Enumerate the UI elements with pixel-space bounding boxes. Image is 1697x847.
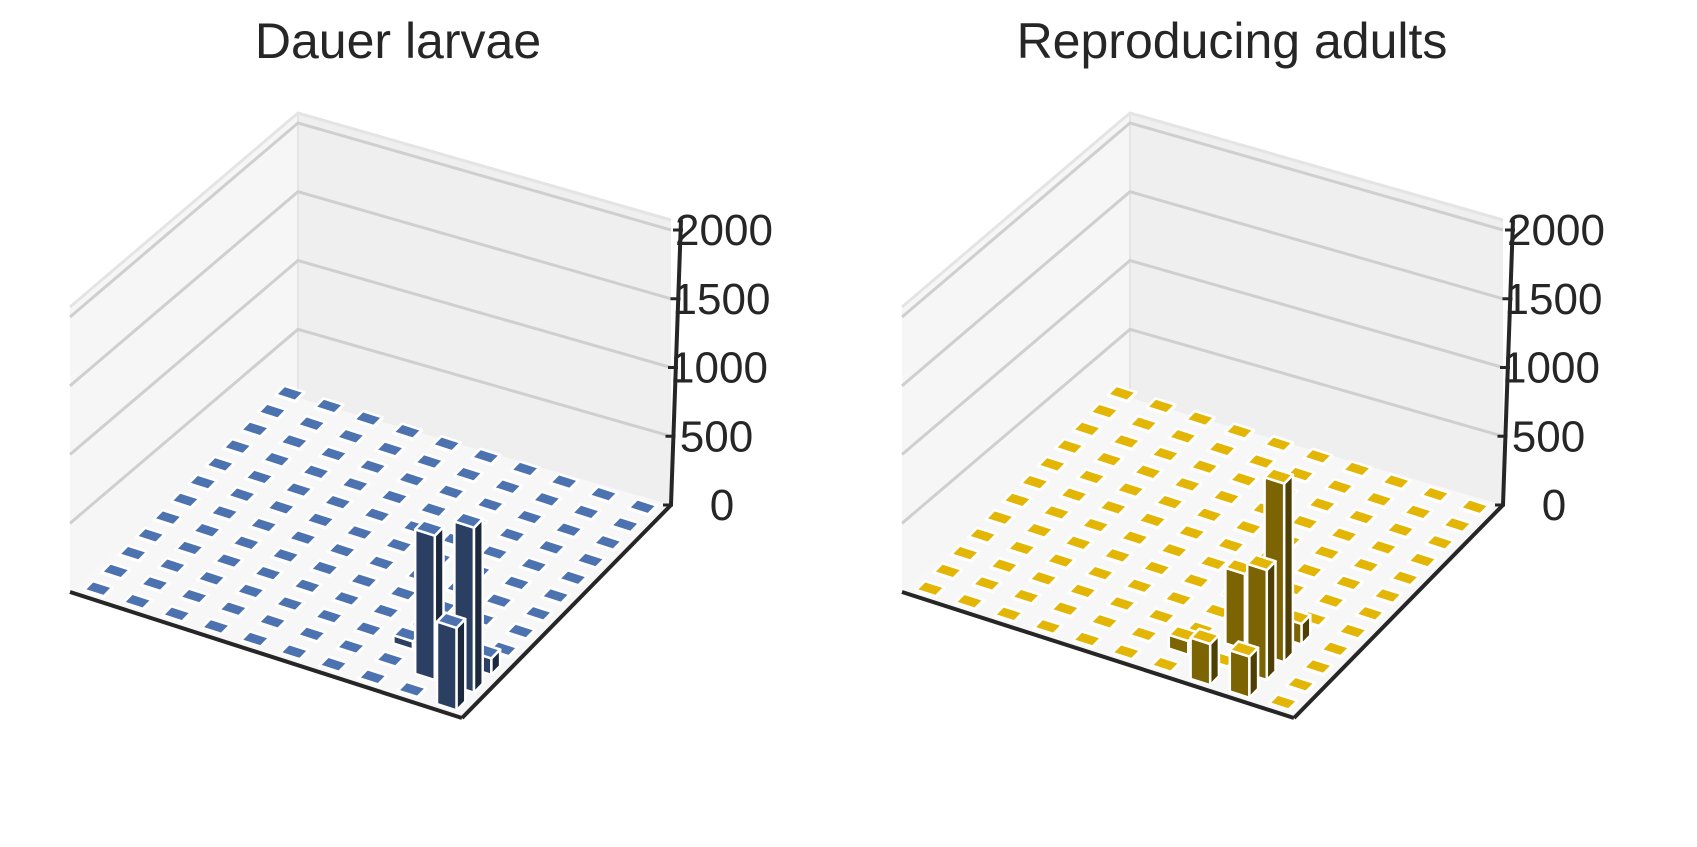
bar-face-right	[474, 519, 483, 693]
z-tick-label: 0	[1542, 481, 1566, 530]
z-tick-label: 1000	[1502, 344, 1600, 393]
bar-face-right	[457, 619, 466, 710]
bar-face-left	[1230, 650, 1250, 698]
z-tick-label: 1500	[1505, 275, 1603, 324]
chart-panel-dauer-larvae: Dauer larvae 0 500 1000 1500 2000	[0, 0, 848, 847]
z-tick-label: 0	[710, 481, 734, 530]
z-tick-label: 1000	[670, 344, 768, 393]
bar	[1191, 629, 1219, 685]
chart-3d-bars-dauer-larvae: 0 500 1000 1500 2000	[0, 0, 848, 847]
z-tick-label: 2000	[1507, 206, 1605, 255]
z-tick-label: 500	[1512, 412, 1585, 461]
bar-face-right	[1284, 475, 1293, 663]
bar	[1230, 641, 1258, 697]
bar-face-left	[1225, 568, 1245, 650]
z-tick-label: 500	[680, 412, 753, 461]
chart-3d-bars-reproducing-adults: 0 500 1000 1500 2000	[832, 0, 1680, 847]
bar-face-right	[1267, 561, 1276, 680]
bar	[437, 613, 465, 711]
bar-face-left	[1191, 638, 1211, 686]
z-tick-label: 2000	[675, 206, 773, 255]
z-tick-label: 1500	[673, 275, 771, 324]
chart-panel-reproducing-adults: Reproducing adults 0 500 1000 1500 2000	[832, 0, 1680, 847]
bar-face-left	[437, 622, 457, 711]
bar-face-left	[415, 529, 435, 680]
